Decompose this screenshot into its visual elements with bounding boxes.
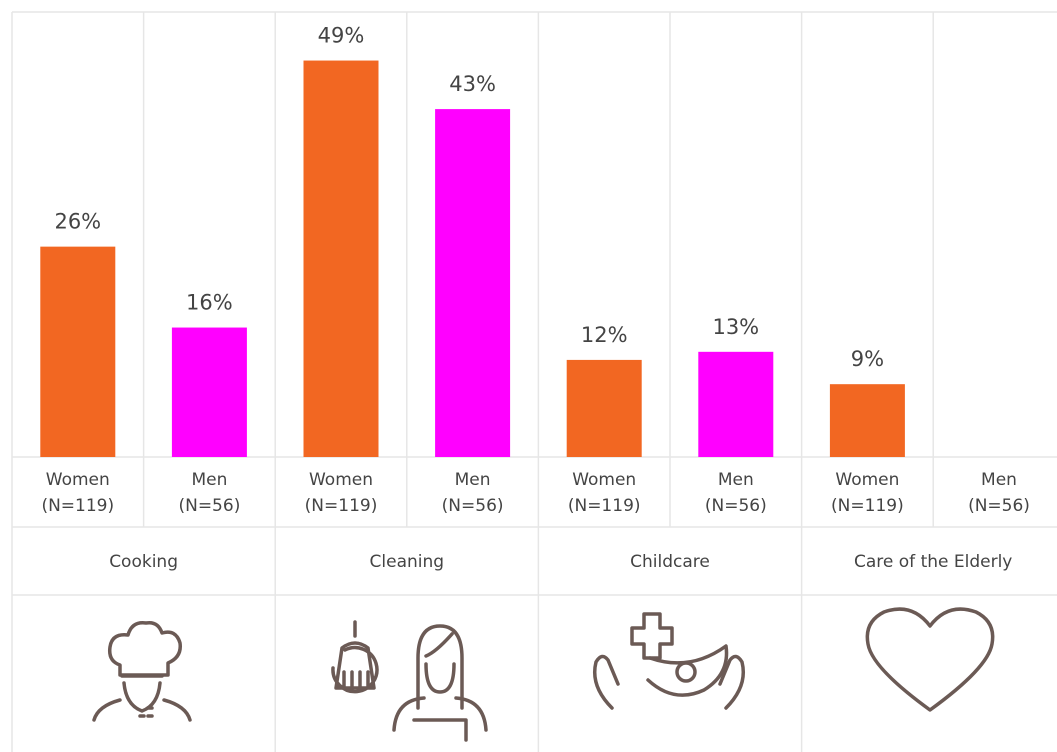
group-size-label: (N=119) <box>831 496 904 516</box>
bars: 26% 16% 49% 43% 12% 13% 9% <box>40 24 905 457</box>
data-label: 43% <box>449 72 496 96</box>
bar <box>303 60 379 457</box>
data-label: 9% <box>851 347 884 371</box>
heart-icon <box>865 607 995 712</box>
series-label: Women <box>46 470 110 490</box>
chef-icon <box>92 620 192 722</box>
data-label: 12% <box>581 323 628 347</box>
series-label: Men <box>191 470 227 490</box>
bar <box>435 109 511 457</box>
icons <box>92 607 995 742</box>
data-label: 26% <box>54 210 101 234</box>
group-size-label: (N=119) <box>568 496 641 516</box>
cleaning-icon <box>331 620 488 742</box>
category-label: Childcare <box>630 552 710 572</box>
data-label: 49% <box>318 24 365 48</box>
category-label: Cleaning <box>370 552 445 572</box>
data-label: 16% <box>186 291 233 315</box>
category-label: Care of the Elderly <box>854 552 1012 572</box>
group-size-label: (N=56) <box>968 496 1030 516</box>
series-label: Men <box>981 470 1017 490</box>
series-label: Women <box>309 470 373 490</box>
series-label: Women <box>835 470 899 490</box>
series-label: Women <box>572 470 636 490</box>
group-size-label: (N=56) <box>178 496 240 516</box>
childcare-icon <box>593 612 745 710</box>
bar <box>829 384 905 457</box>
group-size-label: (N=119) <box>41 496 114 516</box>
bar <box>171 327 247 457</box>
group-size-label: (N=56) <box>705 496 767 516</box>
category-label: Cooking <box>109 552 178 572</box>
data-label: 13% <box>712 315 759 339</box>
series-label: Men <box>718 470 754 490</box>
grid <box>11 11 1057 752</box>
group-size-label: (N=119) <box>305 496 378 516</box>
bar <box>698 351 774 457</box>
bar <box>40 246 116 457</box>
bar <box>566 359 642 457</box>
series-label: Men <box>455 470 491 490</box>
group-size-label: (N=56) <box>442 496 504 516</box>
